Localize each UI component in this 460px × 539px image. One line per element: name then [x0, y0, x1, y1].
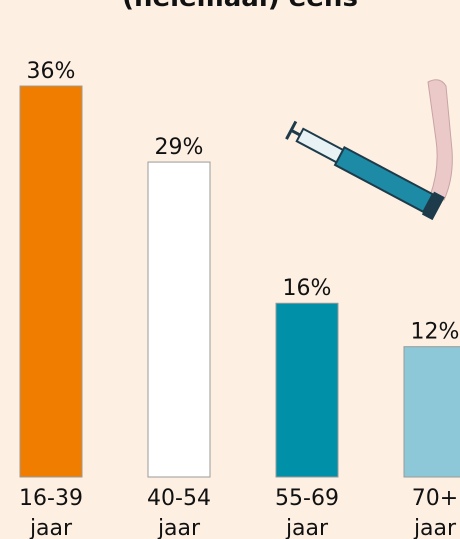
x-tick-label-line: jaar	[413, 516, 457, 539]
value-label: 29%	[155, 135, 204, 160]
x-tick-label-line: 16-39	[19, 486, 83, 511]
bar	[275, 302, 339, 478]
x-tick-label: 40-54 jaar	[147, 486, 211, 539]
x-tick-label-line: 55-69	[275, 486, 339, 511]
value-label: 36%	[27, 59, 76, 84]
x-tick-label: 70+ jaar	[412, 486, 458, 539]
bar	[147, 161, 211, 478]
x-tick-label-line: jaar	[157, 516, 201, 539]
x-tick-label-line: jaar	[29, 516, 73, 539]
x-tick-label-line: jaar	[285, 516, 329, 539]
bar	[403, 346, 460, 478]
x-tick-label-line: 40-54	[147, 486, 211, 511]
x-tick-label: 16-39 jaar	[19, 486, 83, 539]
syringe-illustration	[285, 79, 453, 221]
value-label: 12%	[411, 320, 460, 345]
value-label: 16%	[283, 276, 332, 301]
x-tick-label: 55-69 jaar	[275, 486, 339, 539]
bar	[19, 85, 83, 478]
x-tick-label-line: 70+	[412, 486, 458, 511]
chart-title: (helemaal) eens	[122, 0, 358, 13]
